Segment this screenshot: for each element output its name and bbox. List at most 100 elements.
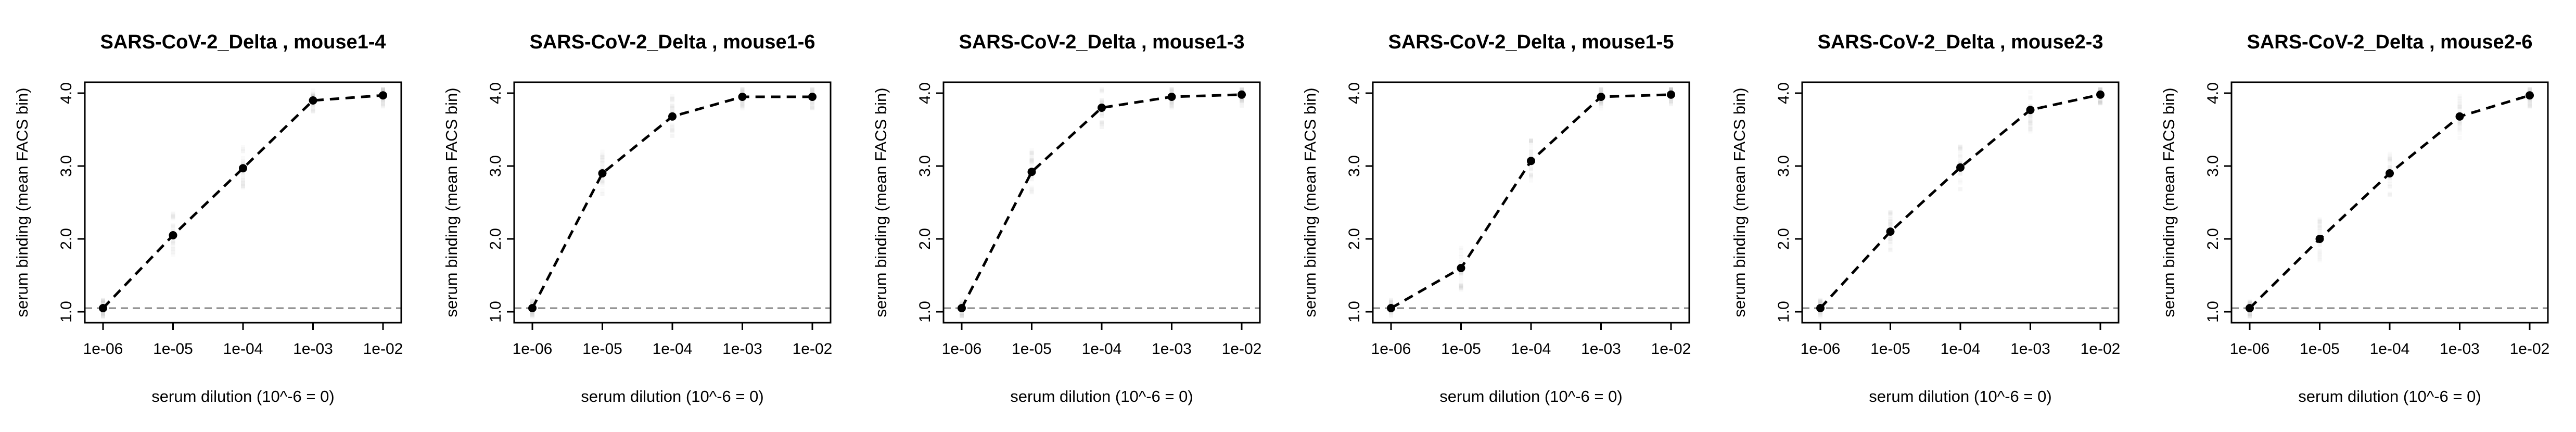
y-tick-label: 2.0	[2204, 228, 2222, 250]
replicate-mark	[1888, 222, 1893, 227]
x-axis-label: serum dilution (10^-6 = 0)	[151, 387, 334, 405]
replicate-mark	[1100, 111, 1104, 116]
replicate-mark	[1599, 90, 1603, 94]
replicate-mark	[1029, 177, 1034, 182]
replicate-mark	[2528, 103, 2532, 108]
replicate-mark	[101, 314, 105, 319]
replicate-mark	[311, 103, 315, 107]
replicate-mark	[960, 301, 964, 306]
replicate-mark	[241, 177, 245, 182]
replicate-mark	[381, 87, 385, 92]
replicate-mark	[1240, 98, 1244, 103]
replicate-mark	[381, 87, 385, 92]
replicate-mark	[1599, 99, 1603, 104]
replicate-mark	[311, 107, 315, 111]
replicate-mark	[1029, 176, 1034, 181]
replicate-mark	[241, 149, 245, 154]
replicate-mark	[670, 128, 674, 133]
replicate-cloud	[1389, 87, 1673, 318]
replicate-mark	[2317, 223, 2322, 228]
replicate-mark	[810, 87, 814, 92]
replicate-mark	[2028, 95, 2033, 100]
replicate-mark	[241, 181, 245, 186]
replicate-mark	[2098, 99, 2102, 104]
replicate-mark	[1029, 174, 1034, 179]
replicate-mark	[600, 164, 605, 169]
replicate-cloud	[1818, 87, 2102, 319]
replicate-mark	[2028, 90, 2033, 95]
replicate-mark	[311, 109, 315, 113]
replicate-mark	[1240, 88, 1244, 93]
y-axis-label: serum binding (mean FACS bin)	[1730, 87, 1749, 317]
replicate-mark	[1459, 284, 1463, 289]
replicate-mark	[1529, 167, 1533, 172]
replicate-mark	[2457, 94, 2462, 98]
data-point	[668, 112, 677, 121]
replicate-mark	[2098, 87, 2102, 92]
replicate-mark	[530, 312, 534, 317]
replicate-mark	[2388, 158, 2392, 163]
y-tick-label: 4.0	[1346, 82, 1363, 104]
replicate-mark	[1599, 101, 1603, 106]
replicate-mark	[740, 90, 745, 94]
replicate-mark	[1459, 286, 1463, 291]
replicate-mark	[1818, 298, 1822, 303]
replicate-mark	[171, 213, 175, 218]
replicate-mark	[1958, 152, 1962, 157]
replicate-mark	[241, 147, 245, 151]
replicate-mark	[1029, 150, 1034, 155]
replicate-mark	[101, 298, 105, 303]
replicate-mark	[2457, 121, 2462, 126]
replicate-mark	[2457, 120, 2462, 124]
replicate-mark	[1888, 210, 1893, 214]
replicate-mark	[600, 155, 605, 160]
replicate-mark	[600, 188, 605, 193]
replicate-mark	[2457, 126, 2462, 131]
replicate-mark	[740, 101, 745, 106]
replicate-mark	[241, 177, 245, 182]
replicate-mark	[740, 103, 745, 107]
series-line	[1819, 93, 2101, 309]
replicate-mark	[381, 103, 385, 107]
x-axis-label: serum dilution (10^-6 = 0)	[1439, 387, 1622, 405]
replicate-mark	[1029, 190, 1034, 195]
data-point	[2026, 106, 2035, 115]
x-tick-label: 1e-04	[1941, 340, 1981, 358]
replicate-mark	[2098, 101, 2102, 106]
replicate-mark	[810, 89, 814, 94]
replicate-mark	[1100, 100, 1104, 105]
replicate-mark	[381, 98, 385, 103]
x-tick-label: 1e-06	[513, 340, 553, 358]
y-tick-label: 3.0	[1346, 155, 1363, 177]
replicate-mark	[2317, 222, 2322, 226]
replicate-mark	[960, 314, 964, 319]
data-point	[2526, 91, 2534, 100]
replicate-mark	[1818, 298, 1822, 303]
replicate-mark	[1529, 172, 1533, 176]
replicate-mark	[670, 108, 674, 113]
replicate-mark	[1958, 178, 1962, 183]
replicate-mark	[2248, 314, 2252, 319]
replicate-mark	[2098, 100, 2102, 105]
replicate-mark	[171, 240, 175, 245]
x-tick-label: 1e-05	[1870, 340, 1910, 358]
replicate-cloud	[530, 87, 814, 319]
replicate-mark	[2528, 101, 2532, 106]
replicate-mark	[1599, 87, 1603, 92]
replicate-mark	[2317, 243, 2322, 247]
panel-title: SARS-CoV-2_Delta , mouse1-4	[100, 31, 386, 53]
replicate-mark	[960, 313, 964, 318]
replicate-mark	[2528, 87, 2532, 92]
replicate-mark	[2248, 300, 2252, 305]
replicate-mark	[2028, 126, 2033, 131]
replicate-mark	[2248, 314, 2252, 319]
replicate-mark	[1669, 100, 1673, 105]
replicate-mark	[810, 100, 814, 105]
series-line	[102, 94, 384, 309]
replicate-mark	[1669, 87, 1673, 92]
replicate-mark	[171, 238, 175, 243]
replicate-mark	[2528, 99, 2532, 104]
replicate-mark	[1100, 120, 1104, 124]
replicate-mark	[1958, 170, 1962, 175]
series-line	[2249, 94, 2530, 309]
